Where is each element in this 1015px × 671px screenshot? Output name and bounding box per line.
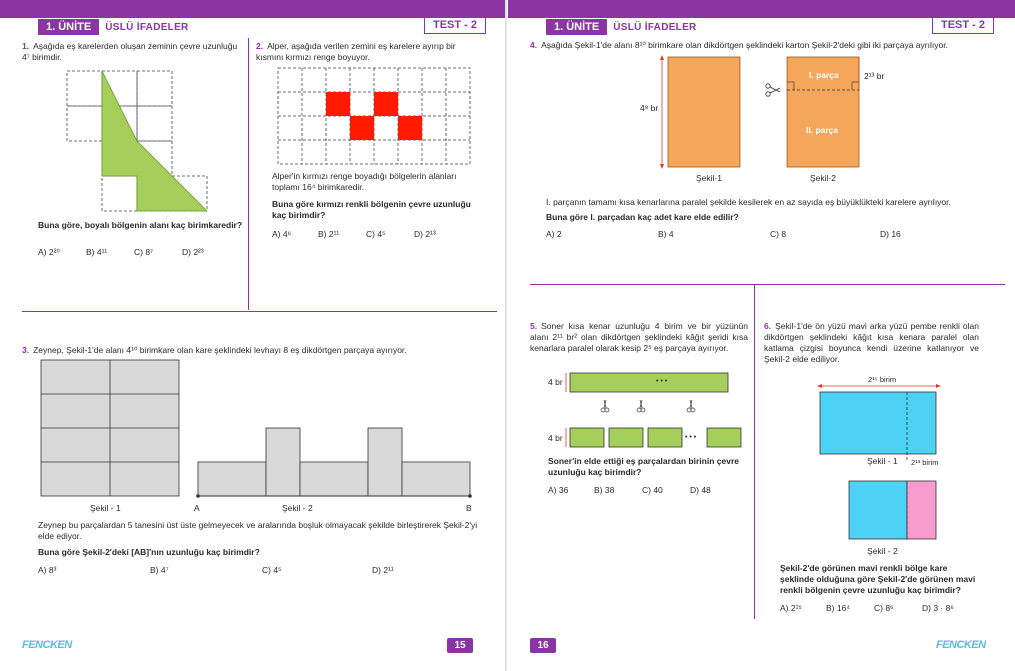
q2-option-c[interactable]: C) 4⁵ [366, 229, 386, 239]
q3-text: 3. Zeynep, Şekil-1'de alanı 4¹⁰ birimkare… [22, 345, 407, 355]
q5-option-d[interactable]: D) 48 [690, 485, 711, 495]
q6-option-d[interactable]: D) 3 · 8⁶ [922, 603, 954, 613]
q6-width-label: 2¹⁵ birim [868, 375, 897, 384]
q3-option-b[interactable]: B) 4⁷ [150, 565, 169, 575]
q6-fig1-label: Şekil - 1 [867, 456, 898, 466]
header: 1. ÜNİTE ÜSLÜ İFADELER [38, 18, 195, 36]
q6-figures [817, 384, 941, 540]
topic-label-right: ÜSLÜ İFADELER [607, 21, 703, 33]
q2-option-a[interactable]: A) 4⁶ [272, 229, 292, 239]
q4-options: A) 2 B) 4 C) 8 D) 16 [546, 229, 940, 239]
q5-option-a[interactable]: A) 36 [548, 485, 569, 495]
unit-label-right: 1. ÜNİTE [546, 19, 608, 35]
left-page: 1. ÜNİTE ÜSLÜ İFADELER TEST - 2 1. Aşağıd… [0, 0, 507, 671]
q5-figure [565, 372, 742, 448]
q5-dots-top: • • • [656, 378, 668, 385]
q3-options: A) 8³ B) 4⁷ C) 4⁵ D) 2¹¹ [38, 565, 432, 575]
q4-height-label: 4⁸ br [640, 103, 659, 113]
header-band-right [508, 0, 1015, 18]
header-right: 1. ÜNİTE ÜSLÜ İFADELER [546, 18, 703, 36]
q4-text: 4. Aşağıda Şekil-1'de alanı 8¹⁰ birimkare… [530, 40, 948, 50]
q4-text2: I. parçanın tamamı kısa kenarlarına para… [546, 197, 951, 207]
scissors-icon [765, 83, 781, 97]
test-label-right: TEST - 2 [932, 18, 995, 34]
q1-option-d[interactable]: D) 2²³ [182, 247, 204, 257]
q6-fig2-label: Şekil - 2 [867, 546, 898, 556]
q4-figures [660, 55, 860, 169]
unit-label: 1. ÜNİTE [38, 19, 100, 35]
q5-strip-label-bottom: 4 br [548, 433, 563, 443]
right-page: 1. ÜNİTE ÜSLÜ İFADELER TEST - 2 4. Aşağıd… [508, 0, 1015, 671]
divider-v-left [248, 38, 249, 310]
page-number-right: 16 [530, 638, 556, 653]
divider-h-left [22, 311, 497, 312]
q3-fig2-label: Şekil - 2 [282, 503, 313, 513]
page-number-left: 15 [447, 638, 473, 653]
q6-options: A) 2¹⁵ B) 16⁴ C) 8⁶ D) 3 · 8⁶ [780, 603, 982, 613]
q5-options: A) 36 B) 38 C) 40 D) 48 [548, 485, 730, 495]
q6-question: Şekil-2'de görünen mavi renkli bölge kar… [780, 563, 976, 595]
q4-option-b[interactable]: B) 4 [658, 229, 674, 239]
q4-option-a[interactable]: A) 2 [546, 229, 562, 239]
q2-question: Buna göre kırmızı renkli bölgenin çevre … [272, 199, 471, 220]
q1-option-c[interactable]: C) 8⁷ [134, 247, 154, 257]
q2-text2: Alper'in kırmızı renge boyadığı bölgeler… [272, 171, 457, 192]
book-spine [505, 0, 510, 671]
q5-option-c[interactable]: C) 40 [642, 485, 663, 495]
q3-text2: Zeynep bu parçalardan 5 tanesini üst üst… [38, 520, 478, 541]
q6-option-a[interactable]: A) 2¹⁵ [780, 603, 802, 613]
q4-fig1-rect [667, 56, 741, 168]
q4-fig2-label: Şekil-2 [810, 173, 836, 183]
q6-option-c[interactable]: C) 8⁶ [874, 603, 894, 613]
q2-red-squares [326, 92, 422, 140]
q3-point-b: B [466, 503, 472, 513]
q4-fig2-rect [786, 56, 860, 168]
q3-question: Buna göre Şekil-2'deki [AB]'nın uzunluğu… [38, 547, 260, 557]
q4-part2-label: II. parça [806, 125, 839, 135]
q2-option-d[interactable]: D) 2¹³ [414, 229, 436, 239]
q1-question: Buna göre, boyalı bölgenin alanı kaç bir… [38, 220, 243, 230]
divider-h-right [530, 284, 1005, 285]
topic-label: ÜSLÜ İFADELER [99, 21, 195, 33]
q6-fold-label: 2¹³ birim [911, 458, 939, 467]
q5-long-strip [569, 372, 729, 393]
q1-options: A) 2²⁰ B) 4¹¹ C) 8⁷ D) 2²³ [38, 247, 230, 258]
q5-strip-label-top: 4 br [548, 377, 563, 387]
q5-option-b[interactable]: B) 38 [594, 485, 615, 495]
q6-text: 6. Şekil-1'de ön yüzü mavi arka yüzü pemb… [764, 321, 979, 364]
q6-fig2-blue [848, 480, 908, 540]
brand-logo-left: FENCKEN [22, 639, 72, 651]
q4-option-d[interactable]: D) 16 [880, 229, 901, 239]
q5-question: Soner'in elde ettiği eş parçalardan biri… [548, 456, 739, 477]
q4-question: Buna göre I. parçadan kaç adet kare elde… [546, 212, 739, 222]
q1-text: 1. Aşağıda eş karelerden oluşan zeminin ç… [22, 41, 238, 62]
q3-option-d[interactable]: D) 2¹¹ [372, 565, 394, 575]
q5-dots-bottom: • • • [685, 434, 697, 441]
q6-option-b[interactable]: B) 16⁴ [826, 603, 850, 613]
q5-text: 5. Soner kısa kenar uzunluğu 4 birim ve b… [530, 321, 748, 353]
q1-option-a[interactable]: A) 2²⁰ [38, 247, 60, 257]
q4-fig1-label: Şekil-1 [696, 173, 722, 183]
q2-option-b[interactable]: B) 2¹¹ [318, 229, 340, 239]
test-label: TEST - 2 [424, 18, 487, 34]
brand-logo-right: FENCKEN [936, 639, 986, 651]
q1-figure [66, 70, 208, 212]
q4-part1-label: I. parça [809, 70, 839, 80]
q3-fig1-label: Şekil - 1 [90, 503, 121, 513]
q2-figure [277, 67, 471, 165]
q2-options: A) 4⁶ B) 2¹¹ C) 4⁵ D) 2¹³ [272, 229, 462, 239]
q3-point-a: A [194, 503, 200, 513]
q6-fig2-pink [906, 480, 937, 540]
q2-text: 2. Alper, aşağıda verilen zemini eş karel… [256, 41, 456, 62]
q3-option-a[interactable]: A) 8³ [38, 565, 57, 575]
divider-v-right [754, 284, 755, 619]
q3-option-c[interactable]: C) 4⁵ [262, 565, 282, 575]
q1-option-b[interactable]: B) 4¹¹ [86, 247, 108, 257]
q4-option-c[interactable]: C) 8 [770, 229, 787, 239]
header-band [0, 0, 507, 18]
q6-fig1-rect [819, 391, 937, 455]
q4-width-label: 2¹³ br [864, 71, 885, 81]
q1-shaded-region [101, 70, 208, 212]
q3-figures [40, 359, 472, 498]
